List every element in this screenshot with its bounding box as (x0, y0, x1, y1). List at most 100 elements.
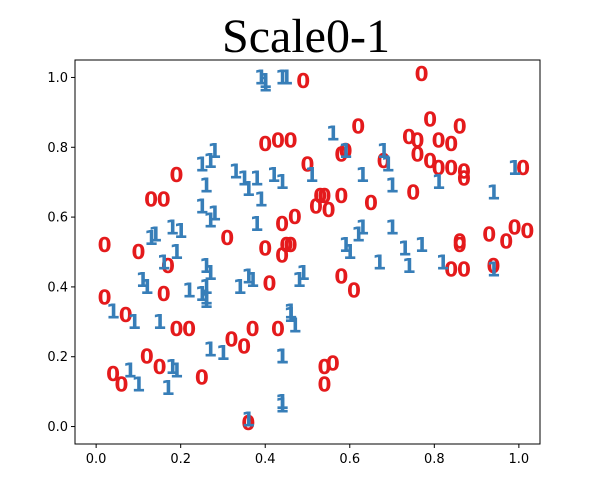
x-tick-label: 0.2 (170, 452, 191, 467)
data-point-0: 0 (275, 243, 289, 267)
data-point-1: 1 (385, 174, 399, 198)
data-point-1: 1 (385, 216, 399, 240)
data-point-0: 0 (410, 128, 424, 152)
data-point-1: 1 (267, 163, 281, 187)
data-point-0: 0 (313, 184, 327, 208)
x-tick-label: 0.8 (424, 452, 445, 467)
data-point-1: 1 (241, 177, 255, 201)
data-point-1: 1 (254, 65, 268, 89)
data-point-0: 0 (161, 254, 175, 278)
data-point-1: 1 (487, 257, 501, 281)
data-point-0: 0 (119, 303, 133, 327)
data-point-1: 1 (169, 359, 183, 383)
data-point-1: 1 (165, 216, 179, 240)
data-point-1: 1 (415, 233, 429, 257)
data-point-1: 1 (398, 237, 412, 261)
data-point-0: 0 (377, 149, 391, 173)
data-point-0: 0 (279, 233, 293, 257)
data-point-0: 0 (106, 362, 120, 386)
data-point-0: 0 (169, 163, 183, 187)
data-point-0: 0 (364, 191, 378, 215)
data-point-1: 1 (275, 345, 289, 369)
data-point-1: 1 (208, 139, 222, 163)
data-point-1: 1 (127, 310, 141, 334)
data-point-0: 0 (115, 373, 129, 397)
data-point-0: 0 (246, 317, 260, 341)
data-point-1: 1 (258, 69, 272, 93)
data-point-0: 0 (98, 233, 112, 257)
data-point-1: 1 (237, 167, 251, 191)
x-tick-label: 0.4 (255, 452, 276, 467)
data-point-1: 1 (250, 167, 264, 191)
data-point-1: 1 (351, 223, 365, 247)
data-point-0: 0 (487, 254, 501, 278)
data-point-0: 0 (153, 355, 167, 379)
x-tick-label: 1.0 (509, 452, 530, 467)
data-point-0: 0 (284, 128, 298, 152)
data-point-1: 1 (199, 289, 213, 313)
data-point-1: 1 (305, 163, 319, 187)
data-point-1: 1 (377, 139, 391, 163)
data-point-0: 0 (453, 230, 467, 254)
data-point-1: 1 (174, 219, 188, 243)
data-point-0: 0 (457, 167, 471, 191)
data-point-1: 1 (106, 299, 120, 323)
data-point-1: 1 (288, 313, 302, 337)
data-point-1: 1 (241, 264, 255, 288)
data-point-1: 1 (161, 376, 175, 400)
data-point-1: 1 (487, 181, 501, 205)
data-point-0: 0 (309, 195, 323, 219)
data-point-1: 1 (241, 408, 255, 432)
data-point-0: 0 (516, 156, 530, 180)
y-tick-label: 0.6 (47, 211, 68, 226)
data-point-0: 0 (432, 128, 446, 152)
data-point-1: 1 (144, 226, 158, 250)
y-axis: 0.0 0.2 0.4 0.6 0.8 1.0 (47, 71, 75, 435)
data-point-1: 1 (254, 188, 268, 212)
y-tick-label: 0.8 (47, 141, 68, 156)
data-point-1: 1 (123, 359, 137, 383)
data-point-1: 1 (339, 139, 353, 163)
data-point-0: 0 (457, 257, 471, 281)
data-point-0: 0 (351, 114, 365, 138)
data-point-0: 0 (296, 69, 310, 93)
data-point-0: 0 (423, 149, 437, 173)
data-point-1: 1 (275, 170, 289, 194)
data-point-1: 1 (131, 373, 145, 397)
data-point-1: 1 (258, 72, 272, 96)
data-point-1: 1 (203, 149, 217, 173)
data-point-1: 1 (355, 216, 369, 240)
y-tick-label: 0.4 (47, 280, 68, 295)
data-point-0: 0 (347, 278, 361, 302)
data-point-0: 0 (317, 184, 331, 208)
data-point-1: 1 (233, 275, 247, 299)
data-point-0: 0 (406, 181, 420, 205)
data-point-1: 1 (284, 303, 298, 327)
data-point-0: 0 (271, 128, 285, 152)
data-point-1: 1 (216, 341, 230, 365)
data-point-1: 1 (432, 170, 446, 194)
data-point-0: 0 (415, 62, 429, 86)
data-point-0: 0 (140, 345, 154, 369)
data-point-0: 0 (453, 114, 467, 138)
data-point-0: 0 (258, 132, 272, 156)
data-point-0: 0 (444, 132, 458, 156)
data-point-0: 0 (98, 285, 112, 309)
data-point-0: 0 (402, 125, 416, 149)
data-point-0: 0 (169, 317, 183, 341)
data-point-0: 0 (457, 160, 471, 184)
data-point-1: 1 (343, 240, 357, 264)
data-point-1: 1 (157, 250, 171, 274)
data-point-0: 0 (262, 271, 276, 295)
data-point-0: 0 (271, 317, 285, 341)
data-point-1: 1 (136, 268, 150, 292)
x-axis: 0.0 0.2 0.4 0.6 0.8 1.0 (86, 444, 529, 467)
data-point-0: 0 (157, 282, 171, 306)
data-point-1: 1 (326, 121, 340, 145)
data-point-0: 0 (334, 184, 348, 208)
data-point-1: 1 (339, 233, 353, 257)
y-tick-label: 0.2 (47, 350, 68, 365)
data-point-0: 0 (195, 366, 209, 390)
data-point-1: 1 (275, 394, 289, 418)
